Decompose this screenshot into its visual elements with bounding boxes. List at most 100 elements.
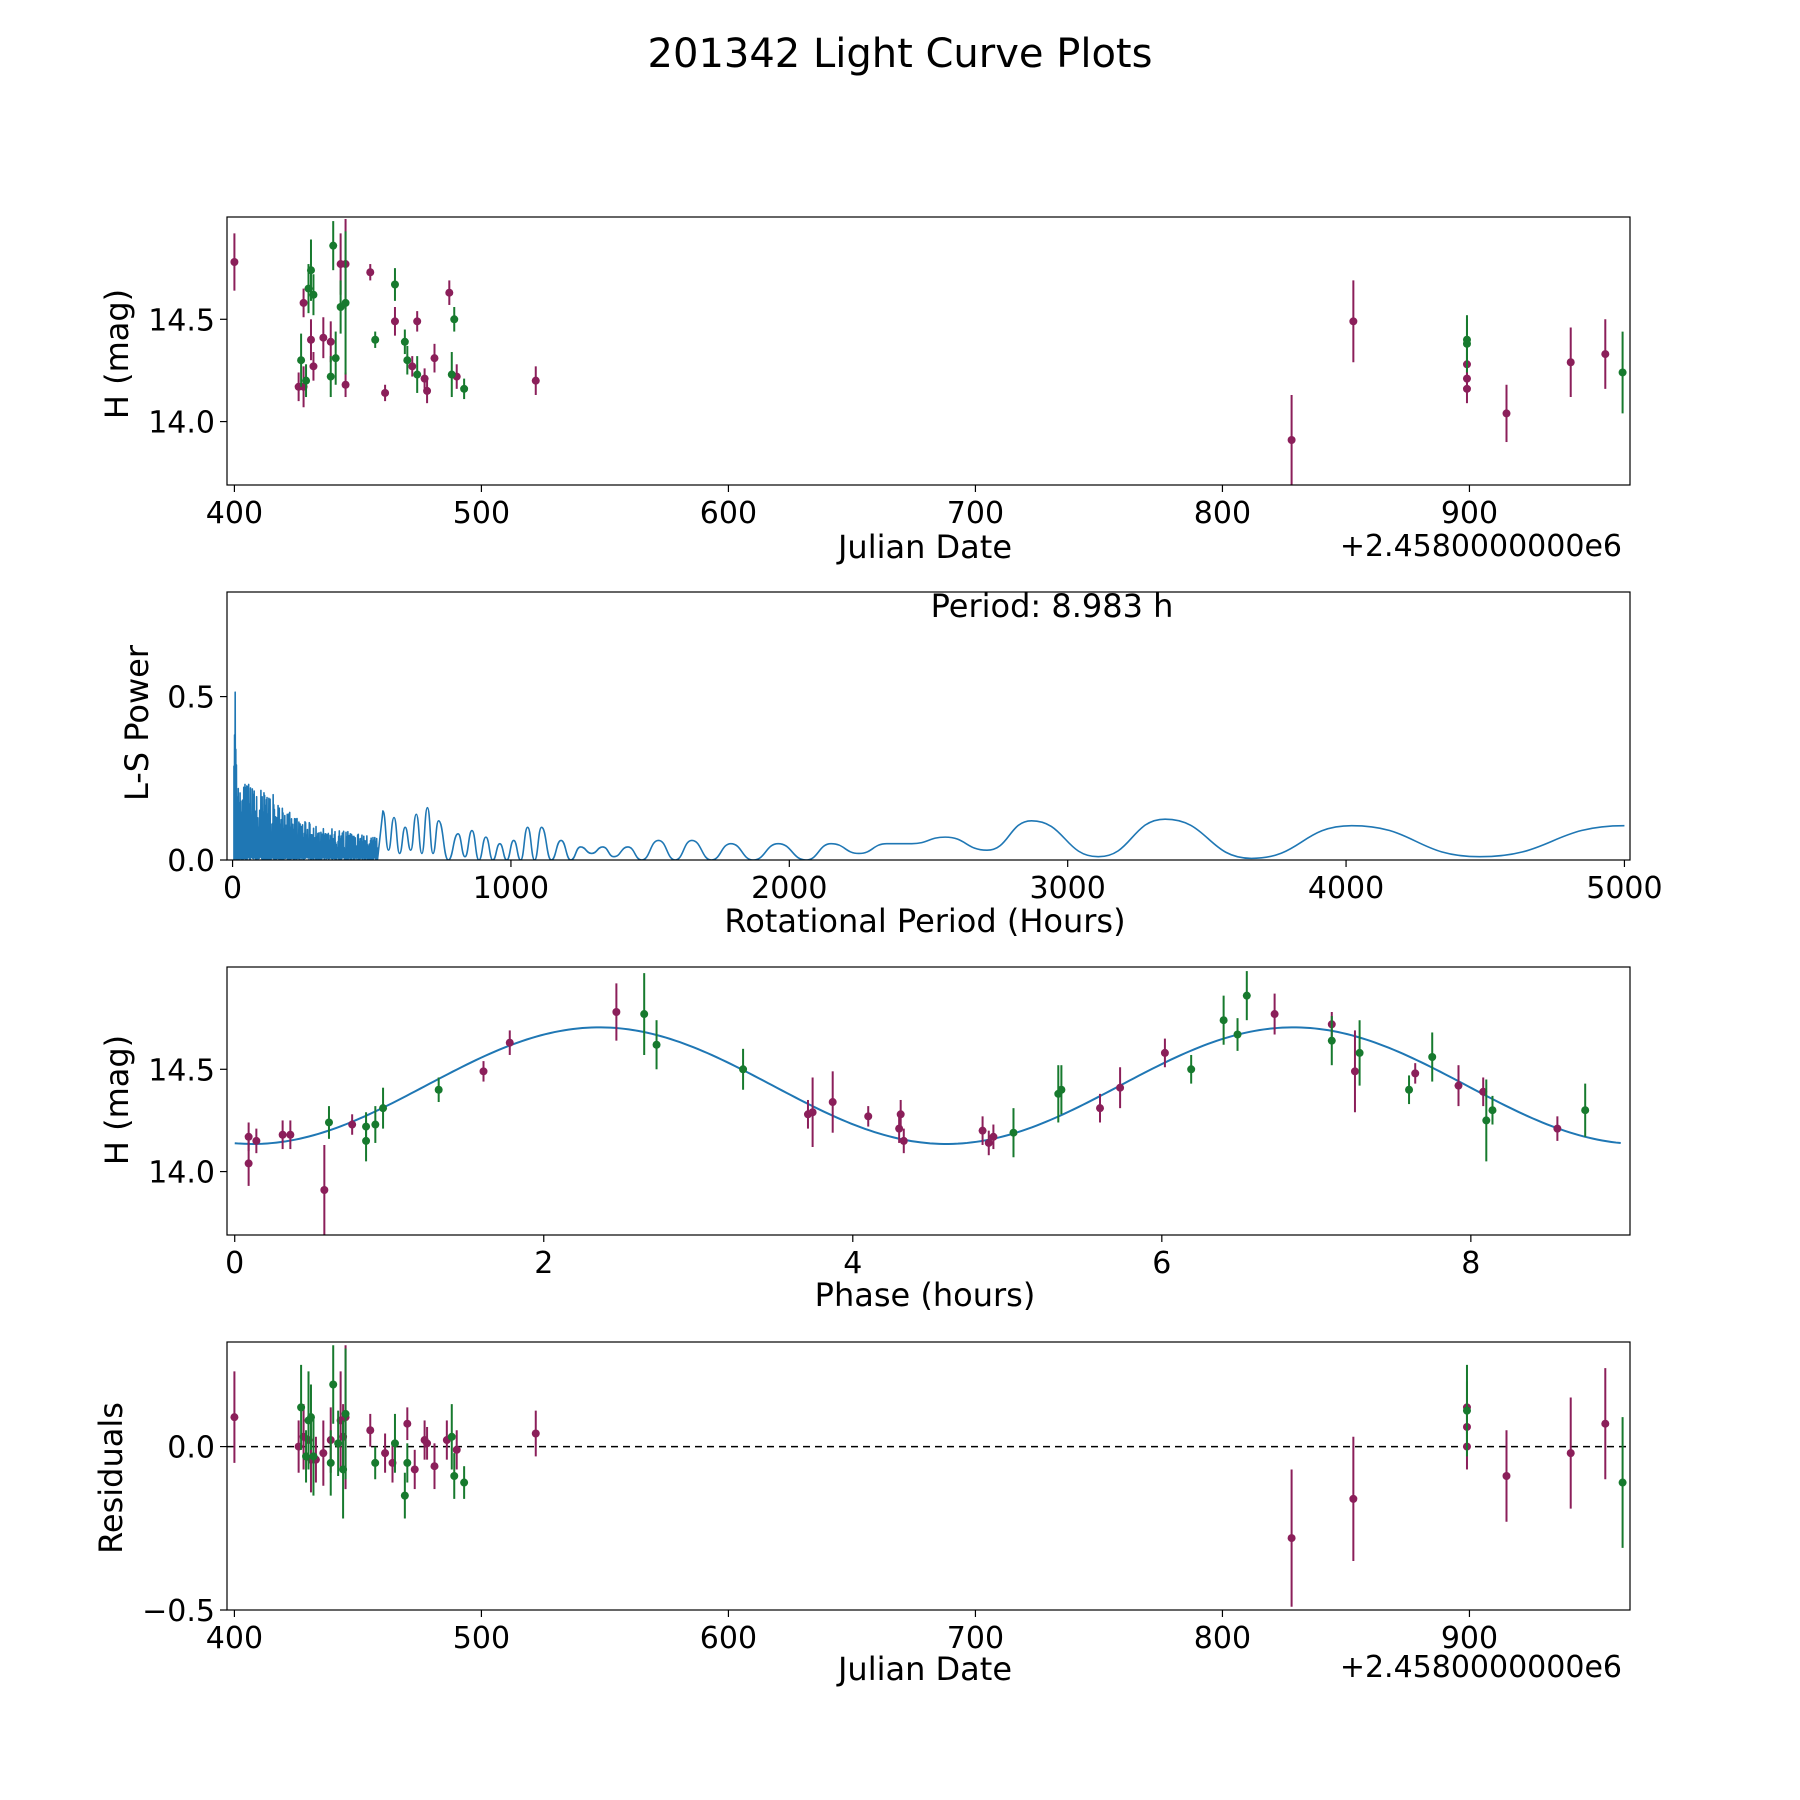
x-tick-label: 2	[534, 1246, 553, 1281]
x-tick-label: 2000	[751, 871, 827, 906]
data-point	[1187, 1065, 1196, 1074]
data-point	[531, 1429, 540, 1438]
data-point	[366, 1426, 375, 1435]
data-point	[1601, 350, 1610, 359]
data-point	[1502, 1472, 1511, 1480]
y-tick-label: 0.0	[167, 1431, 215, 1466]
data-point	[324, 1118, 333, 1127]
data-point	[244, 1132, 253, 1141]
series-green	[324, 971, 1590, 1162]
data-point	[1488, 1106, 1497, 1115]
data-point	[331, 354, 340, 363]
data-point	[299, 298, 308, 307]
data-point	[1287, 1534, 1296, 1543]
data-point	[1219, 1016, 1228, 1025]
data-point	[423, 1439, 432, 1448]
data-point	[1009, 1128, 1018, 1137]
periodogram-line	[233, 691, 1625, 860]
data-point	[329, 1380, 338, 1389]
data-point	[252, 1136, 261, 1145]
data-point	[286, 1130, 295, 1139]
data-point	[371, 1120, 380, 1129]
data-point	[1502, 409, 1511, 418]
data-point	[362, 1136, 371, 1145]
axes-frame	[226, 591, 1631, 861]
data-point	[1355, 1048, 1364, 1057]
data-point	[652, 1040, 661, 1049]
axes-frame	[226, 966, 1631, 1236]
data-point	[309, 1452, 318, 1461]
data-point	[447, 1432, 456, 1441]
plot-area	[227, 1345, 1630, 1607]
data-point	[1462, 1406, 1471, 1415]
period-annotation: Period: 8.983 h	[931, 587, 1174, 625]
plot-area	[230, 219, 1627, 485]
data-point	[447, 370, 456, 379]
data-point	[612, 1008, 621, 1017]
data-point	[864, 1112, 873, 1121]
y-tick-label: 14.0	[148, 406, 215, 441]
data-point	[348, 1120, 357, 1129]
panel-magnitude-vs-date: Julian Date H (mag) +2.4580000000e6 400 5…	[98, 216, 1631, 566]
data-point	[1327, 1036, 1336, 1045]
data-point	[413, 317, 422, 326]
data-point	[341, 298, 350, 307]
data-point	[445, 288, 454, 297]
x-tick-label: 4000	[1308, 871, 1384, 906]
x-tick-label: 900	[1441, 1621, 1498, 1656]
panel3-xlabel: Phase (hours)	[815, 1276, 1036, 1314]
x-tick-label: 700	[947, 496, 1004, 531]
data-point	[450, 1472, 459, 1480]
data-point	[460, 1478, 469, 1487]
y-tick-label: 0.5	[167, 681, 215, 716]
data-point	[430, 354, 439, 363]
axes-frame	[226, 1341, 1631, 1611]
x-tick-label: 700	[947, 1621, 1004, 1656]
series-green	[297, 221, 1627, 414]
data-point	[306, 266, 315, 275]
x-tick-label: 1000	[473, 871, 549, 906]
data-point	[460, 384, 469, 393]
x-tick-label: 500	[453, 1621, 510, 1656]
data-point	[984, 1138, 993, 1147]
data-point	[479, 1067, 488, 1076]
data-point	[452, 1445, 461, 1454]
data-point	[334, 1439, 343, 1448]
x-tick-label: 800	[1194, 1621, 1251, 1656]
data-point	[1618, 1478, 1627, 1487]
data-point	[1411, 1069, 1420, 1078]
plot-area	[234, 971, 1621, 1235]
data-point	[326, 337, 335, 346]
data-point	[895, 1124, 904, 1133]
data-point	[400, 337, 409, 346]
data-point	[410, 1465, 419, 1474]
axes-frame	[226, 216, 1631, 486]
data-point	[320, 1185, 329, 1194]
series-green	[297, 1345, 1627, 1548]
data-point	[1462, 384, 1471, 393]
panel2-ylabel: L-S Power	[118, 644, 156, 801]
panel4-xlabel: Julian Date	[836, 1650, 1012, 1688]
data-point	[808, 1108, 817, 1117]
data-point	[989, 1132, 998, 1141]
panel4-ylabel: Residuals	[92, 1402, 130, 1554]
data-point	[379, 1104, 388, 1113]
data-point	[326, 372, 335, 381]
data-point	[230, 258, 239, 267]
data-point	[899, 1136, 908, 1145]
data-point	[1428, 1053, 1437, 1062]
panel1-ylabel: H (mag)	[98, 289, 136, 419]
panel1-xlabel: Julian Date	[836, 528, 1012, 566]
data-point	[430, 1462, 439, 1471]
data-point	[244, 1159, 253, 1168]
data-point	[1482, 1116, 1491, 1125]
data-point	[390, 1439, 399, 1448]
data-point	[1349, 1494, 1358, 1503]
x-tick-label: 600	[700, 496, 757, 531]
data-point	[1270, 1010, 1279, 1019]
data-point	[278, 1130, 287, 1139]
series-purple	[244, 983, 1562, 1235]
data-point	[319, 333, 328, 342]
data-point	[1350, 1067, 1359, 1076]
data-point	[319, 1449, 328, 1458]
